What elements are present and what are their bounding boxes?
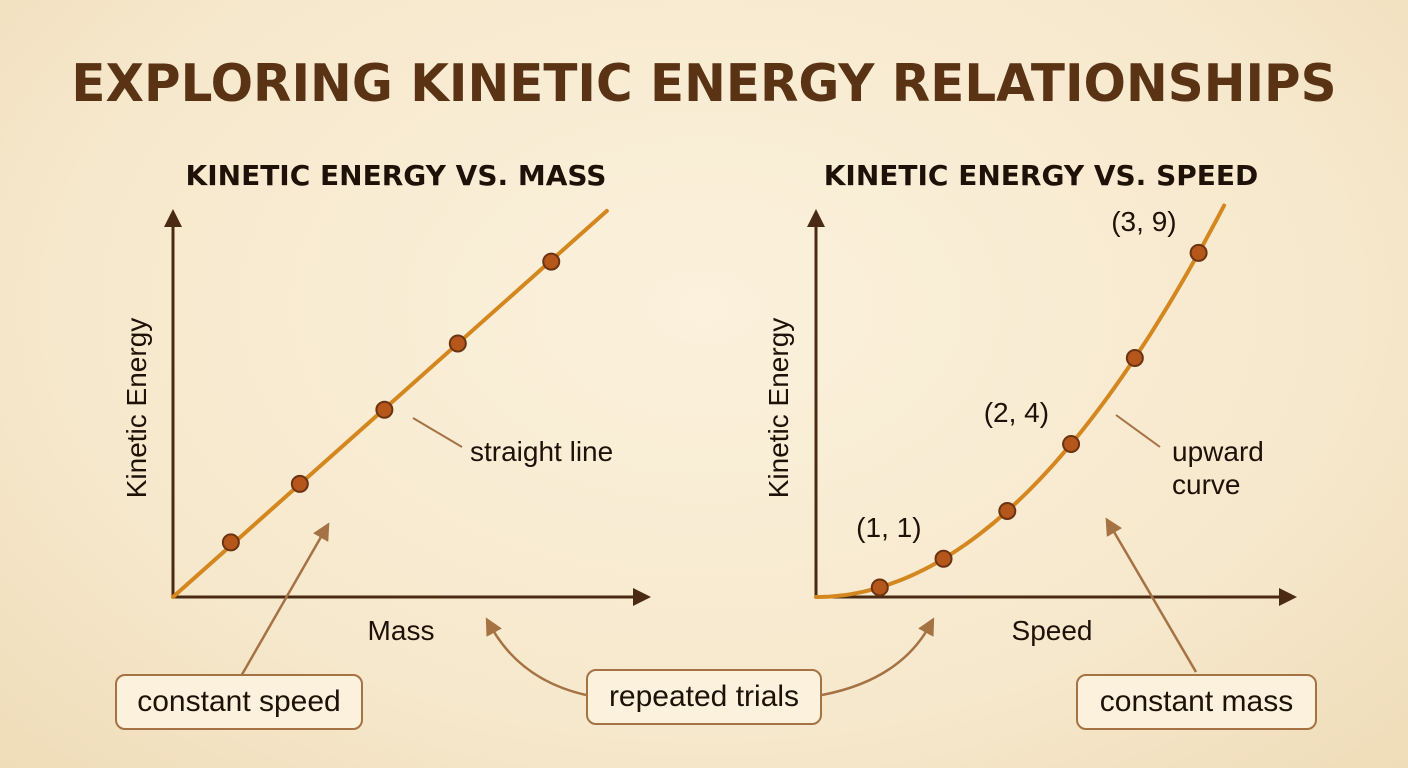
data-point bbox=[542, 252, 561, 271]
data-point bbox=[290, 474, 309, 493]
upward-curve-leader bbox=[1115, 414, 1161, 448]
constant-speed-arrow bbox=[238, 522, 330, 679]
y-axis-label-speed: Kinetic Energy bbox=[763, 318, 794, 499]
repeated-trials-arrow-right bbox=[821, 617, 935, 697]
constant-speed-box: constant speed bbox=[115, 674, 363, 730]
data-point bbox=[1062, 435, 1081, 454]
constant-mass-arrow bbox=[1105, 517, 1198, 673]
data-label: (1, 1) bbox=[856, 512, 921, 543]
data-label: (2, 4) bbox=[984, 397, 1049, 428]
chart-title-speed: KINETIC ENERGY VS. SPEED bbox=[823, 159, 1259, 192]
data-point bbox=[221, 533, 240, 552]
upward-curve-annotation-line2: curve bbox=[1172, 469, 1240, 500]
page-title: EXPLORING KINETIC ENERGY RELATIONSHIPS bbox=[71, 54, 1337, 114]
y-axis-label-mass: Kinetic Energy bbox=[121, 318, 152, 499]
data-point bbox=[375, 400, 394, 419]
data-point bbox=[934, 549, 953, 568]
data-point bbox=[1189, 243, 1208, 262]
series-speed: (1, 1) (2, 4) (3, 9) bbox=[814, 203, 1227, 599]
data-point bbox=[448, 334, 467, 353]
data-point bbox=[998, 501, 1017, 520]
data-label: (3, 9) bbox=[1111, 206, 1176, 237]
series-mass bbox=[171, 208, 609, 599]
repeated-trials-arrow-left bbox=[485, 617, 587, 697]
constant-mass-box: constant mass bbox=[1076, 674, 1317, 730]
upward-curve-annotation-line1: upward bbox=[1172, 436, 1264, 467]
x-axis-label-mass: Mass bbox=[368, 615, 435, 646]
straight-line-annotation: straight line bbox=[470, 436, 613, 467]
x-axis-label-speed: Speed bbox=[1012, 615, 1093, 646]
data-point bbox=[1125, 349, 1144, 368]
chart-title-mass: KINETIC ENERGY VS. MASS bbox=[185, 159, 607, 192]
data-point bbox=[870, 578, 889, 597]
straight-line-leader bbox=[412, 417, 463, 448]
repeated-trials-box: repeated trials bbox=[586, 669, 822, 725]
